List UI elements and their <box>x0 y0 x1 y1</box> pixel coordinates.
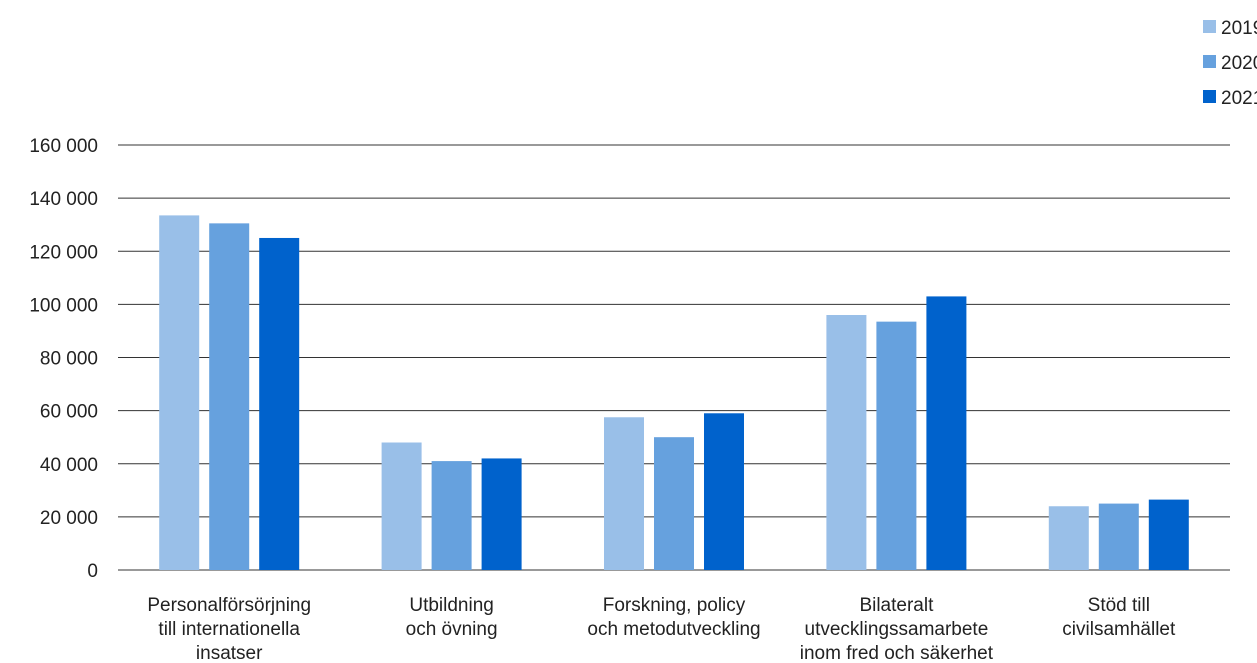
x-tick-label: Stöd till <box>1088 595 1150 616</box>
x-tick-label: Forskning, policy <box>603 595 746 616</box>
legend: 2019 2020 2021 <box>1203 18 1257 109</box>
x-tick-label: civilsamhället <box>1062 619 1176 640</box>
x-tick-label: och övning <box>406 619 498 640</box>
y-tick-label: 0 <box>87 561 98 582</box>
bar-2020 <box>654 437 694 570</box>
bar-2021 <box>259 237 300 570</box>
x-tick-label: Bilateralt <box>859 595 934 616</box>
y-tick-label: 60 000 <box>40 402 98 423</box>
bar-2021 <box>1148 499 1189 570</box>
y-tick-label: 140 000 <box>29 189 98 210</box>
x-tick-label: Personalförsörjning <box>147 595 311 616</box>
legend-label: 2020 <box>1221 53 1257 74</box>
y-tick-label: 160 000 <box>29 136 98 157</box>
y-tick-label: 20 000 <box>40 508 98 529</box>
x-tick-label: inom fred och säkerhet <box>800 643 994 663</box>
x-tick-label: utvecklingssamarbete <box>805 619 989 640</box>
bar-2020 <box>209 223 250 570</box>
bar-2020 <box>431 461 472 570</box>
bars <box>159 215 1189 570</box>
bar-2021 <box>704 413 744 570</box>
y-tick-label: 40 000 <box>40 455 98 476</box>
y-tick-label: 100 000 <box>29 295 98 316</box>
bar-2021 <box>926 296 967 570</box>
bar-2019 <box>159 215 200 570</box>
bar-2020 <box>1098 503 1139 570</box>
x-axis: Personalförsörjning till internationella i… <box>147 595 1176 663</box>
legend-swatch-2019 <box>1203 20 1216 33</box>
y-tick-label: 120 000 <box>29 242 98 263</box>
legend-swatch-2021 <box>1203 90 1216 103</box>
bar-2019 <box>1048 506 1089 570</box>
x-tick-label: insatser <box>196 643 263 663</box>
legend-swatch-2020 <box>1203 55 1216 68</box>
bar-2019 <box>826 315 867 570</box>
bar-2021 <box>481 458 522 570</box>
y-axis: 0 20 000 40 000 60 000 80 000 100 000 120 000 1… <box>29 136 98 582</box>
x-tick-label: och metodutveckling <box>587 619 760 640</box>
legend-label: 2021 <box>1221 88 1257 109</box>
bar-2020 <box>876 321 917 570</box>
x-tick-label: till internationella <box>158 619 300 640</box>
x-tick-label: Utbildning <box>409 595 494 616</box>
legend-label: 2019 <box>1221 18 1257 39</box>
gridlines <box>118 144 1230 571</box>
y-tick-label: 80 000 <box>40 349 98 370</box>
bar-2019 <box>381 442 422 570</box>
bar-2019 <box>604 417 644 570</box>
